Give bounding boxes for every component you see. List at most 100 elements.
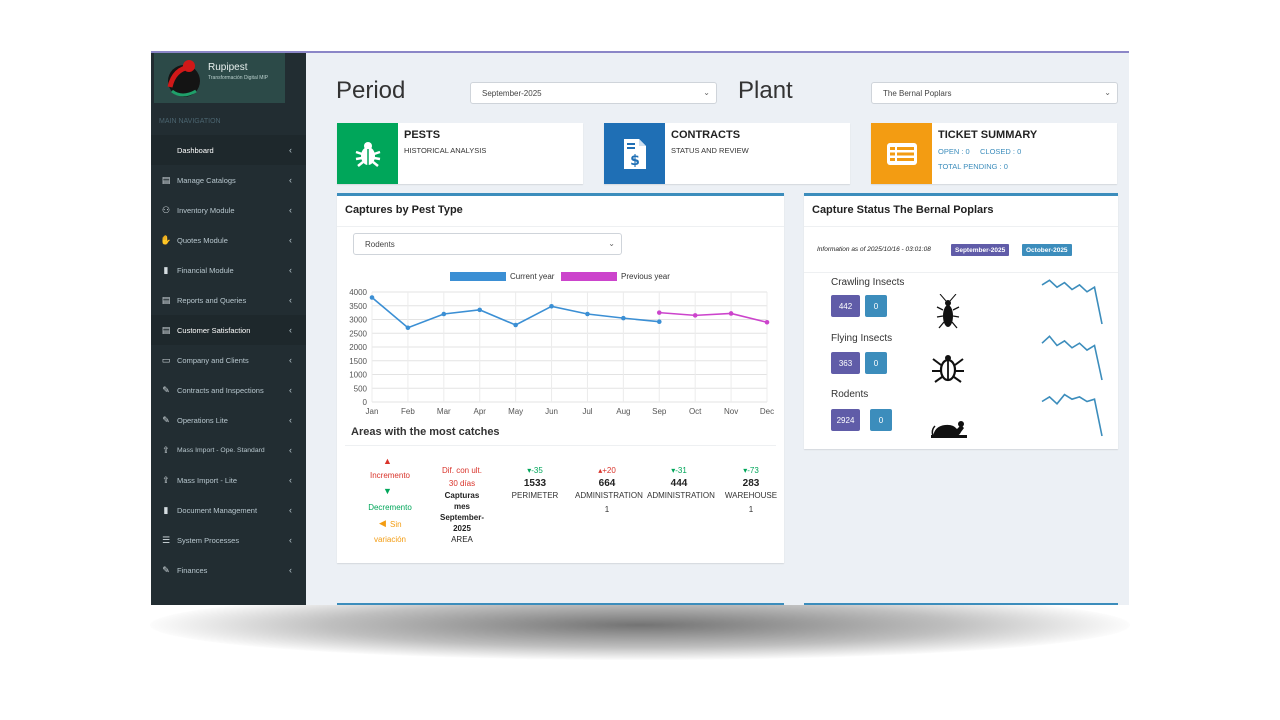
edit-icon: ✎ [162, 414, 170, 425]
area-change-value: -73 [747, 466, 759, 475]
x-tick-label: Feb [401, 407, 415, 416]
tickets-closed[interactable]: CLOSED : 0 [980, 147, 1022, 156]
down-arrow-icon: ▾ [527, 466, 532, 475]
sidebar-item-financial-module[interactable]: ▮ Financial Module ‹ [151, 255, 306, 285]
badge-current-period[interactable]: September-2025 [951, 244, 1010, 256]
chevron-left-icon: ‹ [289, 385, 292, 395]
data-point [369, 295, 375, 300]
panel-top-edge [804, 603, 1118, 605]
down-arrow-icon: ▾ [743, 466, 748, 475]
no-change-label-2: variación [373, 535, 406, 544]
sidebar-item-reports-and-queries[interactable]: ▤ Reports and Queries ‹ [151, 285, 306, 315]
panel-top-edge [337, 603, 784, 605]
sparkline-path [1041, 279, 1103, 325]
sidebar-item-label: Reports and Queries [177, 295, 247, 305]
area-change: ▾-73 [723, 466, 779, 475]
data-point [585, 311, 590, 317]
contracts-icon-area: $ [604, 123, 665, 184]
sidebar-item-company-and-clients[interactable]: ▭ Company and Clients ‹ [151, 345, 306, 375]
sidebar-item-inventory-module[interactable]: ⚇ Inventory Module ‹ [151, 195, 306, 225]
category-pending[interactable]: 0 [865, 295, 887, 317]
diff-header-line3: Capturas [444, 491, 480, 500]
svg-text:$: $ [630, 153, 640, 169]
x-tick-label: Jul [582, 407, 592, 416]
pest-type-select[interactable]: Rodents ⌄ [353, 233, 622, 255]
tickets-total-pending[interactable]: TOTAL PENDING : 0 [938, 162, 1008, 171]
handshake-icon: ✋ [160, 234, 172, 245]
sidebar-item-label: Financial Module [177, 265, 234, 275]
chevron-left-icon: ‹ [289, 535, 292, 545]
area-change: ▾-31 [647, 466, 711, 475]
area-change-value: -31 [675, 466, 687, 475]
period-select-value: September-2025 [482, 88, 542, 98]
period-select[interactable]: September-2025 ⌄ [470, 82, 717, 104]
sidebar-item-operations-lite[interactable]: ✎ Operations Lite ‹ [151, 405, 306, 435]
edit-icon: ✎ [162, 564, 170, 575]
bug-icon [355, 141, 380, 167]
x-tick-label: Aug [616, 407, 630, 416]
data-point [513, 322, 518, 328]
ticket-summary-title: TICKET SUMMARY [938, 129, 1038, 141]
pests-info-box[interactable]: PESTS HISTORICAL ANALYSIS [337, 123, 583, 184]
contracts-subtitle: STATUS AND REVIEW [671, 146, 749, 155]
divider [804, 226, 1118, 227]
category-count[interactable]: 442 [831, 295, 860, 317]
chevron-left-icon: ‹ [289, 145, 292, 155]
x-tick-label: Jan [366, 407, 379, 416]
sidebar-item-dashboard[interactable]: Dashboard ‹ [151, 135, 306, 165]
x-tick-label: Apr [474, 407, 487, 416]
x-tick-label: Oct [689, 407, 702, 416]
legend-swatch-previous [561, 272, 617, 281]
chevron-down-icon: ⌄ [608, 239, 615, 248]
divider [345, 445, 776, 446]
y-tick-label: 1500 [349, 357, 367, 366]
sidebar-item-label: Operations Lite [177, 415, 228, 425]
category-pending[interactable]: 0 [870, 409, 892, 431]
increase-arrow-icon: ▲ [383, 456, 392, 466]
down-arrow-icon: ▾ [671, 466, 676, 475]
sidebar-item-manage-catalogs[interactable]: ▤ Manage Catalogs ‹ [151, 165, 306, 195]
sparkline-path [1041, 393, 1103, 437]
pests-title: PESTS [404, 129, 441, 141]
y-tick-label: 3000 [349, 316, 367, 325]
data-point [621, 315, 626, 321]
data-point [764, 319, 770, 325]
category-name: Crawling Insects [831, 277, 905, 288]
sidebar-item-label: Dashboard [177, 145, 214, 155]
chevron-left-icon: ‹ [289, 325, 292, 335]
ticket-summary-info-box[interactable]: TICKET SUMMARY OPEN : 0 CLOSED : 0 TOTAL… [871, 123, 1117, 184]
chevron-left-icon: ‹ [289, 505, 292, 515]
diff-header-line5: September- [439, 513, 484, 522]
sidebar-item-customer-satisfaction[interactable]: ▤ Customer Satisfaction ‹ [151, 315, 306, 345]
area-count: 664 [598, 478, 616, 489]
tickets-open[interactable]: OPEN : 0 [938, 147, 970, 156]
areas-title: Areas with the most catches [351, 426, 500, 438]
category-count[interactable]: 2924 [831, 409, 860, 431]
data-point [656, 310, 662, 315]
cockroach-icon [936, 294, 960, 329]
sidebar-item-contracts-and-inspections[interactable]: ✎ Contracts and Inspections ‹ [151, 375, 306, 405]
sidebar-item-mass-import-standard[interactable]: ⇪ Mass Import - Ope. Standard ‹ [151, 435, 306, 465]
sidebar-item-finances[interactable]: ✎ Finances ‹ [151, 555, 306, 585]
crawling-trend-sparkline [1041, 279, 1103, 325]
category-count[interactable]: 363 [831, 352, 860, 374]
y-tick-label: 2000 [349, 343, 367, 352]
area-change: ▴+20 [575, 466, 639, 475]
badge-next-period[interactable]: October-2025 [1022, 244, 1072, 256]
sidebar-item-document-management[interactable]: ▮ Document Management ‹ [151, 495, 306, 525]
chevron-left-icon: ‹ [289, 265, 292, 275]
sidebar-item-mass-import-lite[interactable]: ⇪ Mass Import - Lite ‹ [151, 465, 306, 495]
logo-title: Rupipest [208, 62, 248, 73]
sidebar-item-quotes-module[interactable]: ✋ Quotes Module ‹ [151, 225, 306, 255]
sidebar-item-system-processes[interactable]: ☰ System Processes ‹ [151, 525, 306, 555]
chevron-left-icon: ‹ [289, 475, 292, 485]
logo[interactable]: Rupipest Transformación Digital MIP [154, 53, 285, 103]
main-content: Period September-2025 ⌄ Plant The Bernal… [306, 53, 1129, 605]
pests-subtitle: HISTORICAL ANALYSIS [404, 146, 487, 155]
x-tick-label: Nov [724, 407, 738, 416]
contracts-info-box[interactable]: $ CONTRACTS STATUS AND REVIEW [604, 123, 850, 184]
plant-select[interactable]: The Bernal Poplars ⌄ [871, 82, 1118, 104]
area-name: ADMINISTRATION [575, 491, 643, 500]
list-icon: ▤ [161, 324, 171, 335]
category-pending[interactable]: 0 [865, 352, 887, 374]
